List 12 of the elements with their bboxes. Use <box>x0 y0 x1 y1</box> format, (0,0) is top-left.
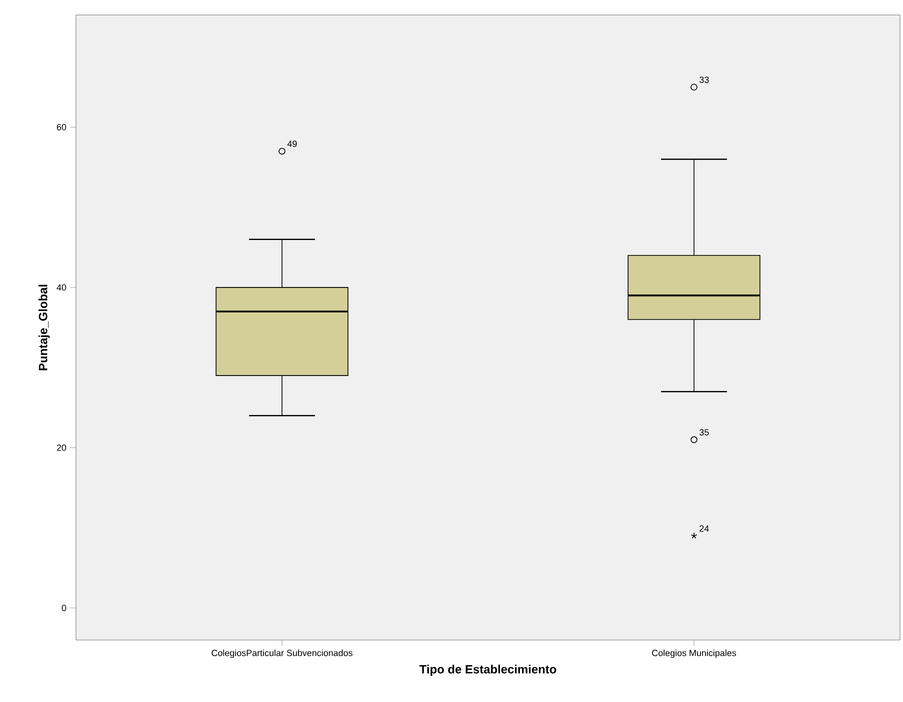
y-tick-label: 0 <box>62 604 66 612</box>
x-tick-label: ColegiosParticular Subvencionados <box>212 650 352 658</box>
annotation: 35 <box>700 429 709 436</box>
annotation: 49 <box>287 140 297 148</box>
y-tick-label: 60 <box>56 124 66 130</box>
annotation: 24 <box>700 525 709 532</box>
x-tick-label: Colegios Municipales <box>652 650 736 658</box>
x-axis-title: Tipo de Establecimiento <box>420 664 556 676</box>
y-tick-label: 40 <box>56 284 66 291</box>
annotation: 33 <box>700 76 709 83</box>
y-axis-title: Puntaje_Global <box>38 284 50 370</box>
y-tick-label: 20 <box>56 444 66 451</box>
